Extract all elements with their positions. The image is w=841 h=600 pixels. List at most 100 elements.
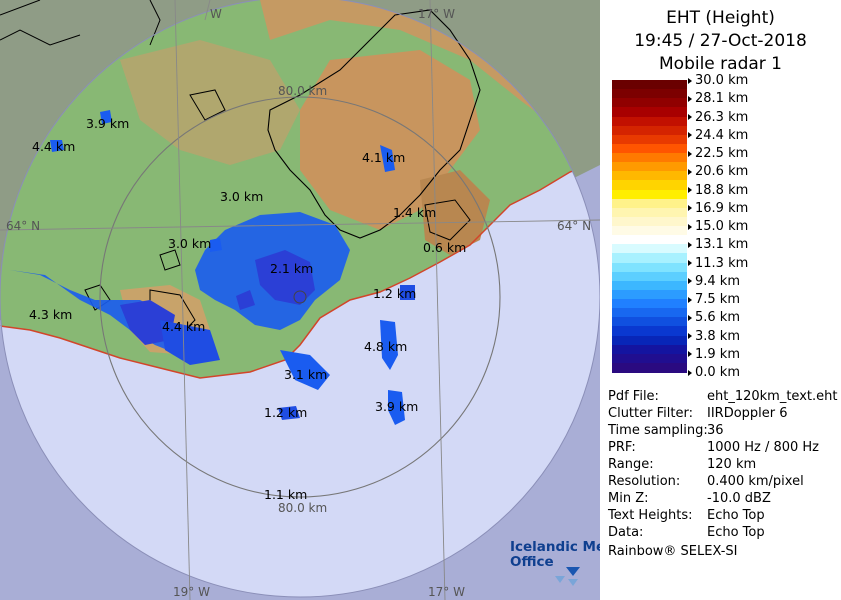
info-key: Min Z: <box>608 491 649 506</box>
scale-band <box>612 317 687 327</box>
info-value: 36 <box>707 423 724 438</box>
echo-label: 0.6 km <box>423 240 466 255</box>
range-label-top: 80.0 km <box>278 84 327 98</box>
scale-label: 13.1 km <box>688 237 838 252</box>
lake-outline-4 <box>159 249 181 271</box>
echo-label: 3.0 km <box>220 189 263 204</box>
range-ring-80km <box>99 96 501 498</box>
scale-band <box>612 280 687 291</box>
range-ring-outer <box>0 0 600 598</box>
scale-label: 16.9 km <box>688 201 838 216</box>
scale-band <box>612 98 687 108</box>
highland-katla <box>420 170 490 255</box>
scale-band <box>612 299 687 309</box>
info-key: Clutter Filter: <box>608 406 693 421</box>
tick-marker-icon <box>688 296 692 303</box>
radar-site-marker <box>293 290 307 304</box>
info-value: Echo Top <box>707 525 765 540</box>
lake-outline-1 <box>189 89 226 121</box>
scale-band <box>612 189 687 200</box>
scale-band <box>612 162 687 172</box>
scale-label: 5.6 km <box>688 310 838 325</box>
lat-label-right: 64° N <box>557 219 591 233</box>
scale-label: 7.5 km <box>688 292 838 307</box>
scale-band <box>612 344 687 355</box>
info-value: 0.400 km/pixel <box>707 474 804 489</box>
scale-band <box>612 198 687 209</box>
scale-band <box>612 80 687 90</box>
scale-band <box>612 216 687 227</box>
svg-text:Icelandic Met: Icelandic Met <box>510 539 600 555</box>
logo-mark-icon <box>566 567 580 576</box>
lon-label-19w-bottom: 19° W <box>173 585 210 599</box>
timestamp: 19:45 / 27-Oct-2018 <box>634 31 807 51</box>
scale-band <box>612 207 687 218</box>
scale-band <box>612 308 687 318</box>
scale-band <box>612 143 687 154</box>
tick-marker-icon <box>688 77 692 84</box>
echo-label: 3.0 km <box>168 236 211 251</box>
info-key: Pdf File: <box>608 389 659 404</box>
tick-marker-icon <box>688 333 692 339</box>
scale-label: 24.4 km <box>688 128 838 143</box>
echo-label: 1.2 km <box>264 405 307 420</box>
lat-label-left: 64° N <box>6 219 40 233</box>
scale-label: 3.8 km <box>688 329 838 344</box>
info-key: Resolution: <box>608 474 681 489</box>
tick-marker-icon <box>688 278 692 285</box>
info-key: Range: <box>608 457 654 472</box>
color-scale <box>612 80 687 373</box>
scale-label: 18.8 km <box>688 183 838 198</box>
scale-band <box>612 153 687 163</box>
scale-band <box>612 180 687 191</box>
echo-label: 4.8 km <box>364 339 407 354</box>
radar-map: 80.0 km 80.0 km 64° N 64° N W 17° W 19° … <box>0 0 600 600</box>
glacier-outline-katla <box>424 199 471 241</box>
scale-band <box>612 226 687 236</box>
lon-label-17w-top: 17° W <box>418 7 455 21</box>
scale-label: 1.9 km <box>688 347 838 362</box>
scale-band <box>612 326 687 337</box>
tick-marker-icon <box>688 168 692 175</box>
tick-marker-icon <box>688 205 692 212</box>
tick-marker-icon <box>688 314 692 321</box>
range-label-bottom: 80.0 km <box>278 501 327 515</box>
scale-label: 11.3 km <box>688 256 838 271</box>
info-key: Time sampling: <box>608 423 708 438</box>
echo-label: 3.9 km <box>86 116 129 131</box>
radar-name: Mobile radar 1 <box>659 54 782 74</box>
echo-label: 2.1 km <box>270 261 313 276</box>
lon-label-w-top: W <box>210 7 222 21</box>
tick-marker-icon <box>688 241 692 248</box>
echo-label: 3.9 km <box>375 399 418 414</box>
info-key: Text Heights: <box>608 508 693 523</box>
scale-band <box>612 244 687 254</box>
scale-label: 22.5 km <box>688 146 838 161</box>
echo-label: 4.1 km <box>362 150 405 165</box>
glacier-outline <box>267 9 481 239</box>
info-value: Echo Top <box>707 508 765 523</box>
scale-band <box>612 89 687 99</box>
info-key: Data: <box>608 525 644 540</box>
tick-marker-icon <box>688 150 692 157</box>
scale-band <box>612 171 687 181</box>
info-value: eht_120km_text.eht <box>707 389 838 404</box>
tick-marker-icon <box>688 132 692 139</box>
scale-band <box>612 262 687 273</box>
lat-line-64n <box>0 219 600 231</box>
scale-band <box>612 289 687 300</box>
echo-label: 1.4 km <box>393 205 436 220</box>
coastline <box>0 159 600 379</box>
tick-marker-icon <box>688 187 692 193</box>
scale-band <box>612 116 687 127</box>
scale-band <box>612 271 687 282</box>
scale-label: 30.0 km <box>688 73 838 88</box>
scale-band <box>612 253 687 264</box>
echo-label: 3.1 km <box>284 367 327 382</box>
scale-band <box>612 125 687 136</box>
footer-credit: Rainbow® SELEX-SI <box>608 544 738 559</box>
scale-band <box>612 335 687 346</box>
info-key: PRF: <box>608 440 636 455</box>
scale-band <box>612 353 687 364</box>
tick-marker-icon <box>688 260 692 266</box>
